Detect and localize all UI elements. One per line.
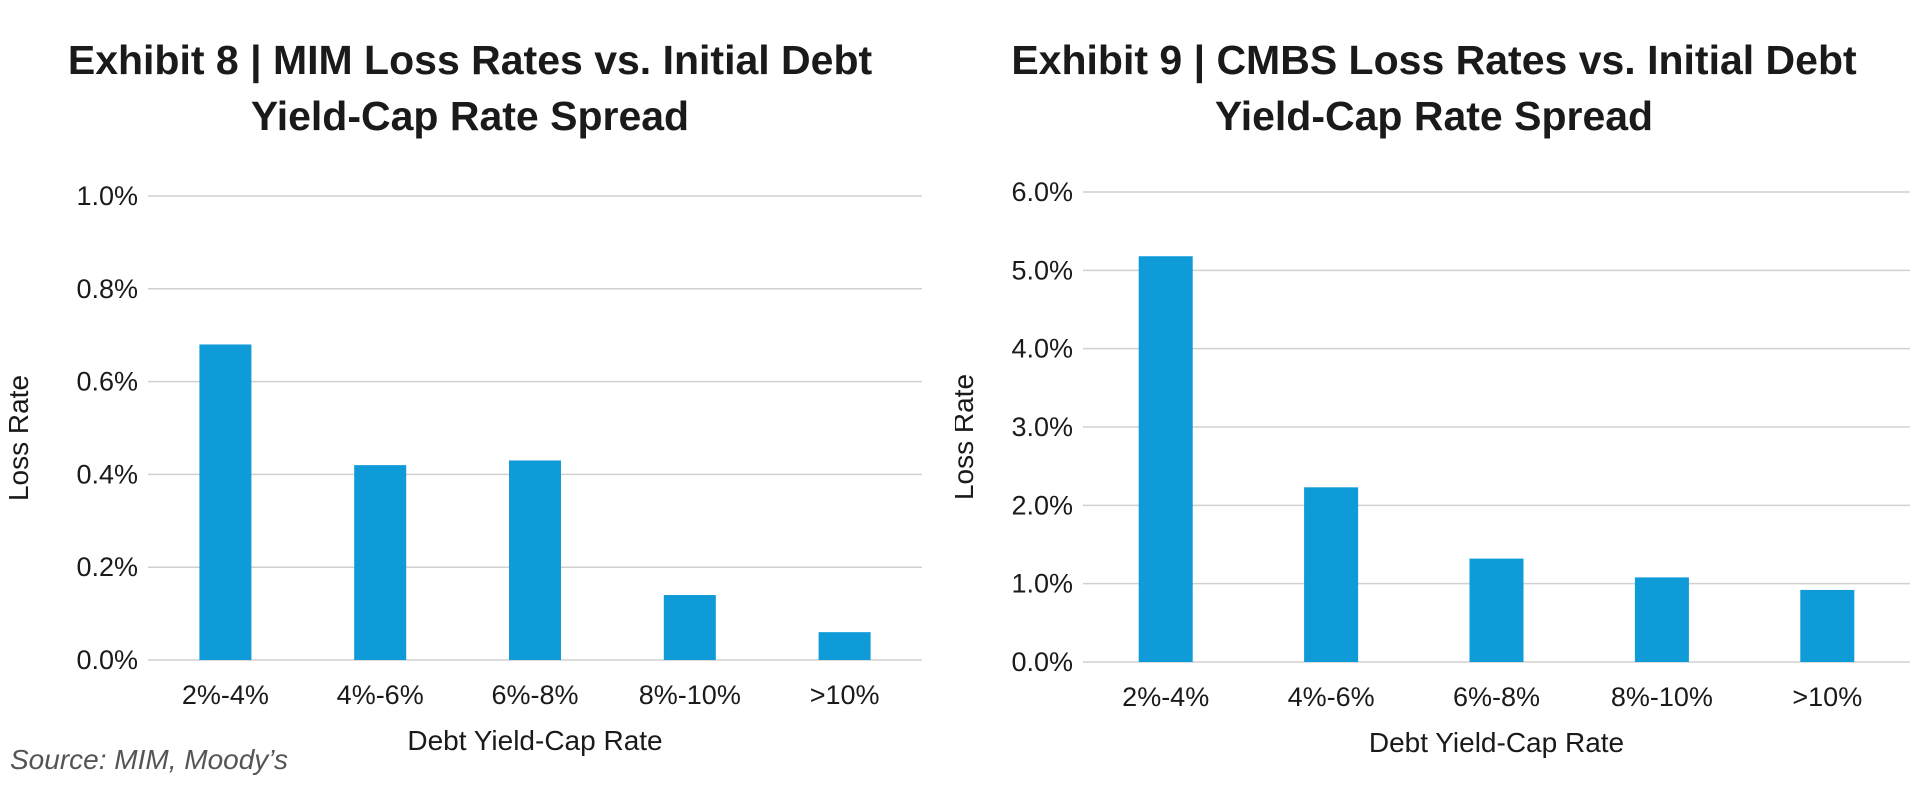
x-tick-label: 8%-10% — [1611, 682, 1713, 712]
y-tick-label: 1.0% — [1011, 569, 1073, 599]
exhibit-8-bar-chart: 0.0% 0.2% 0.4% 0.6% 0.8% 1.0% 2%-4% 4%-6% 6%-8% 8… — [3, 181, 922, 756]
bar — [1138, 256, 1193, 662]
x-tick-label: 4%-6% — [337, 680, 424, 710]
y-tick-label: 0.0% — [1011, 647, 1073, 677]
x-tick-label: >10% — [1792, 682, 1862, 712]
chart-title: Exhibit 8 | MIM Loss Rates vs. Initial D… — [0, 32, 940, 144]
chart-title-line-1: Exhibit 8 | MIM Loss Rates vs. Initial D… — [67, 37, 873, 83]
y-axis-title: Loss Rate — [3, 375, 34, 501]
y-tick-label: 0.2% — [76, 552, 138, 582]
x-axis-title: Debt Yield-Cap Rate — [407, 725, 662, 756]
y-tick-label: 6.0% — [1011, 177, 1073, 207]
bar — [663, 595, 716, 660]
source-note: Source: MIM, Moody’s — [10, 744, 289, 775]
x-tick-label: 6%-8% — [491, 680, 578, 710]
bar — [1800, 589, 1855, 662]
y-tick-label: 1.0% — [76, 181, 138, 211]
bar — [818, 632, 871, 660]
y-tick-label: 0.0% — [76, 645, 138, 675]
x-tick-label: 6%-8% — [1453, 682, 1540, 712]
chart-title-line-2: Yield-Cap Rate Spread — [1214, 93, 1654, 139]
chart-title-line-1: Exhibit 9 | CMBS Loss Rates vs. Initial … — [1011, 37, 1857, 83]
y-tick-label: 3.0% — [1011, 412, 1073, 442]
x-tick-label: >10% — [810, 680, 880, 710]
x-tick-label: 2%-4% — [1122, 682, 1209, 712]
bar — [1469, 558, 1524, 662]
x-tick-label: 4%-6% — [1288, 682, 1375, 712]
y-tick-label: 0.4% — [76, 459, 138, 489]
bar — [354, 465, 407, 660]
y-tick-label: 0.6% — [76, 367, 138, 397]
y-axis-title: Loss Rate — [955, 374, 979, 500]
exhibit-9-panel: Exhibit 9 | CMBS Loss Rates vs. Initial … — [955, 0, 1913, 760]
chart-title: Exhibit 9 | CMBS Loss Rates vs. Initial … — [955, 32, 1913, 144]
exhibit-8-panel: Exhibit 8 | MIM Loss Rates vs. Initial D… — [0, 0, 940, 760]
y-tick-label: 0.8% — [76, 274, 138, 304]
y-tick-label: 2.0% — [1011, 490, 1073, 520]
bar — [509, 460, 561, 660]
exhibit-9-bar-chart: 0.0% 1.0% 2.0% 3.0% 4.0% 5.0% 6.0% 2%-4% 4%-6% 6%… — [955, 177, 1910, 758]
x-tick-label: 2%-4% — [182, 680, 269, 710]
y-tick-label: 4.0% — [1011, 334, 1073, 364]
bar — [1634, 577, 1689, 662]
x-axis-title: Debt Yield-Cap Rate — [1369, 727, 1624, 758]
x-tick-label: 8%-10% — [639, 680, 741, 710]
bar — [199, 344, 252, 660]
bar — [1304, 487, 1359, 662]
y-tick-label: 5.0% — [1011, 255, 1073, 285]
chart-title-line-2: Yield-Cap Rate Spread — [250, 93, 690, 139]
